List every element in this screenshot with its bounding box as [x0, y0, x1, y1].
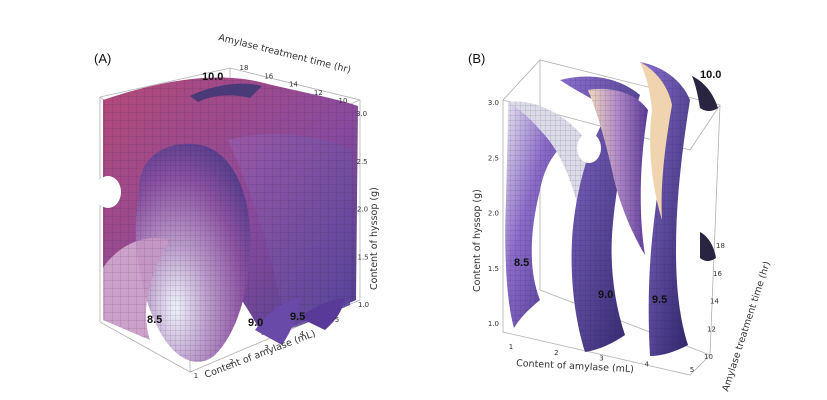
tick-label: 5: [335, 316, 339, 324]
tick-label: 3: [599, 355, 603, 363]
isosurface-wedge-a: [255, 298, 300, 345]
tick-label: 16: [264, 72, 273, 80]
iso-label-b-8-5: 8.5: [514, 257, 529, 269]
tick-label: 1.0: [358, 301, 369, 309]
tick-label: 14: [710, 298, 719, 306]
isosurface-b-tip: [700, 232, 716, 261]
panel-b-z-title: Content of hyssop (g): [472, 189, 483, 292]
isosurface-wedge-a2: [300, 298, 345, 330]
hole-b: [577, 133, 601, 163]
tick-label: 1: [509, 343, 513, 351]
tick-label: 1.5: [358, 253, 369, 261]
panel-b-z-ticks: 1.0 1.5 2.0 2.5 3.0: [488, 99, 499, 328]
hole-a: [95, 176, 121, 208]
tick-label: 3: [264, 344, 268, 352]
panel-b: (B) 10.0 8.5 9.0: [468, 51, 773, 393]
panel-b-surfaces: [505, 62, 718, 356]
panel-a: (A) 10.0 8.5 9.0 9.5: [94, 32, 380, 381]
tick-label: 3.0: [356, 110, 367, 118]
tick-label: 18: [716, 242, 725, 250]
iso-label-b-9-0: 9.0: [598, 289, 613, 301]
iso-label-a-9-5: 9.5: [290, 311, 305, 323]
panel-a-z-title: Content of hyssop (g): [369, 187, 380, 290]
tick-label: 10: [704, 353, 713, 361]
tick-label: 3.0: [488, 99, 499, 107]
panel-b-letter: (B): [468, 51, 485, 66]
tick-label: 12: [707, 325, 716, 333]
iso-label-b-10: 10.0: [700, 69, 721, 81]
tick-label: 14: [289, 81, 298, 89]
tick-label: 4: [645, 360, 650, 368]
tick-label: 16: [713, 270, 722, 278]
iso-label-a-10: 10.0: [202, 71, 223, 83]
isosurface-b-10-0: [692, 76, 718, 111]
iso-label-a-8-5: 8.5: [147, 314, 162, 326]
iso-label-b-9-5: 9.5: [652, 294, 667, 306]
tick-label: 1.0: [488, 320, 499, 328]
tick-label: 1: [194, 372, 198, 380]
panel-a-letter: (A): [94, 51, 111, 66]
tick-label: 5: [690, 366, 694, 374]
panel-b-x-title: Content of amylase (mL): [516, 358, 634, 375]
isosurface-top-a: [190, 83, 262, 102]
tick-label: 18: [240, 64, 249, 72]
tick-label: 2.0: [488, 210, 499, 218]
tick-label: 2.5: [357, 158, 368, 166]
panel-b-y-title: Amylase treatment time (hr): [720, 260, 773, 393]
panel-a-z-ticks: 1.0 1.5 2.0 2.5 3.0: [356, 110, 369, 309]
panel-a-y-title: Amylase treatment time (hr): [217, 32, 352, 76]
tick-label: 2.0: [357, 206, 368, 214]
tick-label: 12: [314, 89, 323, 97]
panel-a-x-ticks: 1 2 3 4 5: [194, 316, 339, 380]
tick-label: 10: [339, 97, 348, 105]
tick-label: 2.5: [488, 154, 499, 162]
tick-label: 1.5: [488, 265, 499, 273]
panel-b-y-ticks: 10 12 14 16 18: [704, 242, 725, 361]
isosurface-b-9-5-edge: [640, 62, 672, 220]
tick-label: 4: [300, 330, 305, 338]
panel-a-y-ticks: 18 16 14 12 10: [240, 64, 348, 105]
panel-b-x-ticks: 1 2 3 4 5: [509, 343, 694, 374]
iso-label-a-9-0: 9.0: [248, 317, 263, 329]
tick-label: 2: [229, 358, 233, 366]
panel-a-surfaces: [95, 77, 358, 362]
tick-label: 2: [554, 349, 558, 357]
